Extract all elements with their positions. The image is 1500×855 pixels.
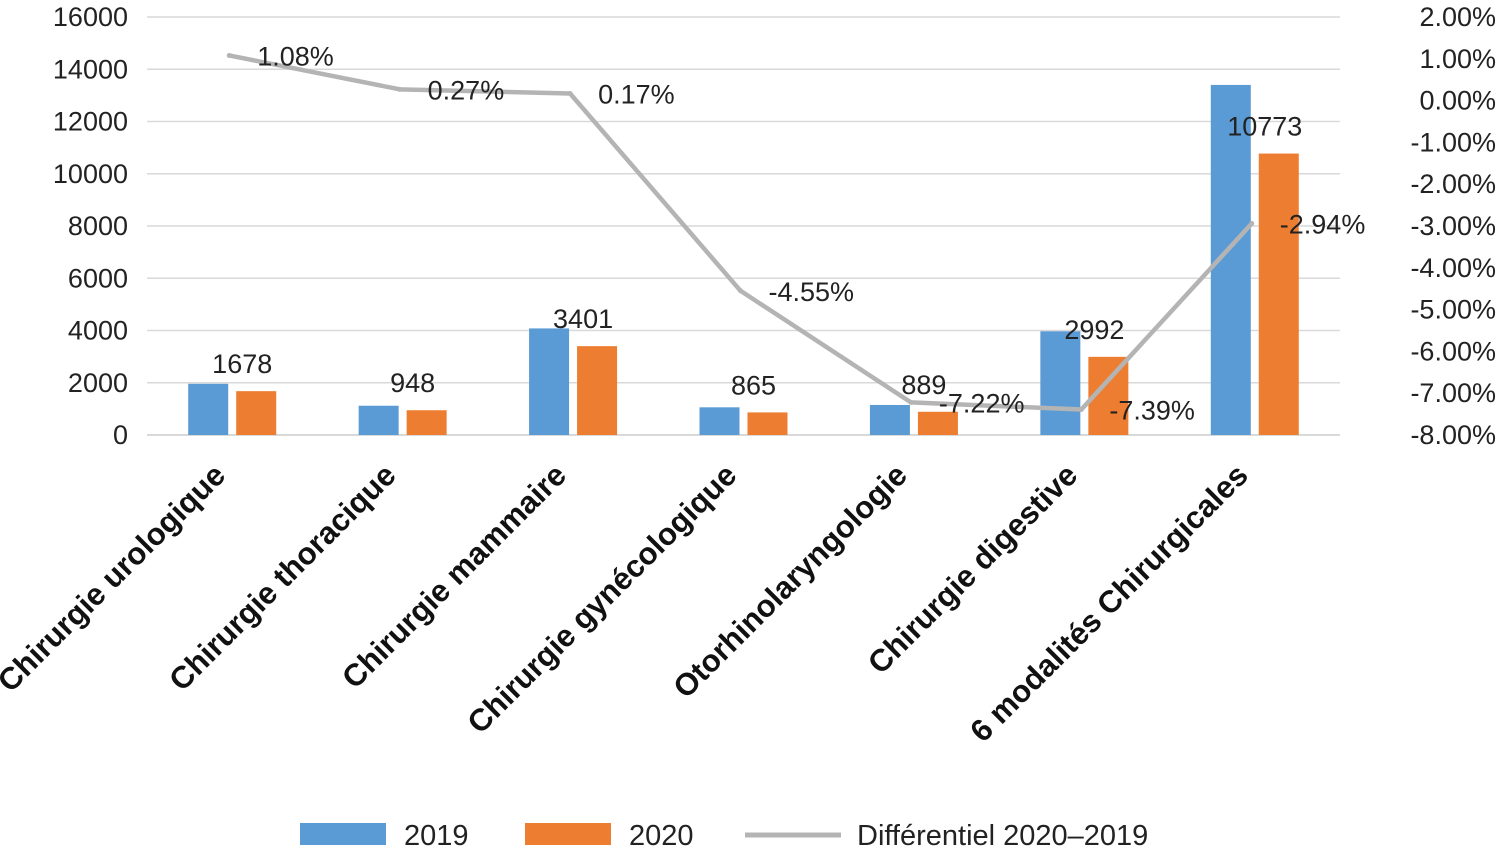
line-point bbox=[226, 52, 232, 58]
bar-2020 bbox=[406, 410, 447, 435]
line-data-label: -7.39% bbox=[1109, 396, 1195, 426]
y-tick-label: 16000 bbox=[53, 2, 128, 32]
bar-series bbox=[188, 84, 1299, 436]
y2-tick-label: 2.00% bbox=[1419, 2, 1496, 32]
y2-tick-label: 0.00% bbox=[1419, 86, 1496, 116]
right-y-axis: 2.00% 1.00% 0.00% -1.00% -2.00% -3.00% -4.00% -… bbox=[1410, 2, 1496, 450]
legend-label: Différentiel 2020–2019 bbox=[857, 820, 1148, 852]
bar-2019 bbox=[358, 405, 399, 435]
bar-2020 bbox=[747, 412, 788, 435]
y2-tick-label: -7.00% bbox=[1410, 378, 1496, 408]
legend-label: 2019 bbox=[404, 820, 469, 852]
line-data-label: 1.08% bbox=[257, 41, 334, 71]
y-tick-label: 0 bbox=[113, 420, 128, 450]
line-data-label: 0.27% bbox=[428, 75, 505, 105]
y2-tick-label: -3.00% bbox=[1410, 211, 1496, 241]
line-point bbox=[1249, 220, 1255, 226]
bar-data-label: 2992 bbox=[1064, 315, 1124, 345]
bar-2020 bbox=[577, 346, 618, 435]
bar-2019 bbox=[869, 404, 910, 435]
data-labels: 1678 948 3401 865 889 2992 10773 1.08% 0.27% 0.17… bbox=[212, 41, 1365, 425]
bar-2020 bbox=[1258, 153, 1299, 436]
y2-tick-label: -1.00% bbox=[1410, 127, 1496, 157]
gridlines bbox=[147, 16, 1340, 436]
legend-label: 2020 bbox=[629, 820, 694, 852]
legend-swatch bbox=[525, 823, 611, 845]
line-data-label: -2.94% bbox=[1280, 209, 1366, 239]
bar-2019 bbox=[1040, 331, 1081, 435]
bar-2019 bbox=[699, 407, 740, 435]
bar-2020 bbox=[236, 391, 277, 435]
bar-data-label: 1678 bbox=[212, 349, 272, 379]
y2-tick-label: -4.00% bbox=[1410, 253, 1496, 283]
bar-data-label: 3401 bbox=[553, 304, 613, 334]
bar-data-label: 10773 bbox=[1227, 112, 1302, 142]
line-differential bbox=[228, 53, 1254, 412]
line-data-label: -4.55% bbox=[769, 277, 855, 307]
bar-2019 bbox=[188, 383, 229, 435]
bar-2020 bbox=[917, 411, 958, 435]
y2-tick-label: 1.00% bbox=[1419, 44, 1496, 74]
y-tick-label: 14000 bbox=[53, 54, 128, 84]
y-tick-label: 4000 bbox=[68, 316, 128, 346]
y-tick-label: 6000 bbox=[68, 263, 128, 293]
bar-data-label: 889 bbox=[901, 370, 946, 400]
line-point bbox=[397, 86, 403, 92]
x-category-label: Chirurgie gynécologique bbox=[460, 457, 743, 740]
bar-data-label: 948 bbox=[390, 368, 435, 398]
line-point bbox=[1078, 407, 1084, 413]
legend: 2019 2020 Différentiel 2020–2019 bbox=[300, 820, 1148, 852]
bar-data-label: 865 bbox=[731, 370, 776, 400]
bar-2019 bbox=[529, 328, 570, 435]
legend-swatch bbox=[300, 823, 386, 845]
y-tick-label: 2000 bbox=[68, 368, 128, 398]
y2-tick-label: -6.00% bbox=[1410, 336, 1496, 366]
differential-line-series bbox=[226, 52, 1255, 413]
x-category-label: 6 modalités Chirurgicales bbox=[963, 457, 1255, 749]
line-point bbox=[567, 90, 573, 96]
y2-tick-label: -5.00% bbox=[1410, 295, 1496, 325]
line-data-label: 0.17% bbox=[598, 79, 675, 109]
y2-tick-label: -2.00% bbox=[1410, 169, 1496, 199]
y-tick-label: 10000 bbox=[53, 159, 128, 189]
left-y-axis: 0 2000 4000 6000 8000 10000 12000 14000 16000 bbox=[53, 2, 128, 450]
line-point bbox=[908, 399, 914, 405]
y2-tick-label: -8.00% bbox=[1410, 420, 1496, 450]
line-data-label: -7.22% bbox=[939, 388, 1025, 418]
y-tick-label: 8000 bbox=[68, 211, 128, 241]
y-tick-label: 12000 bbox=[53, 107, 128, 137]
line-point bbox=[738, 288, 743, 294]
